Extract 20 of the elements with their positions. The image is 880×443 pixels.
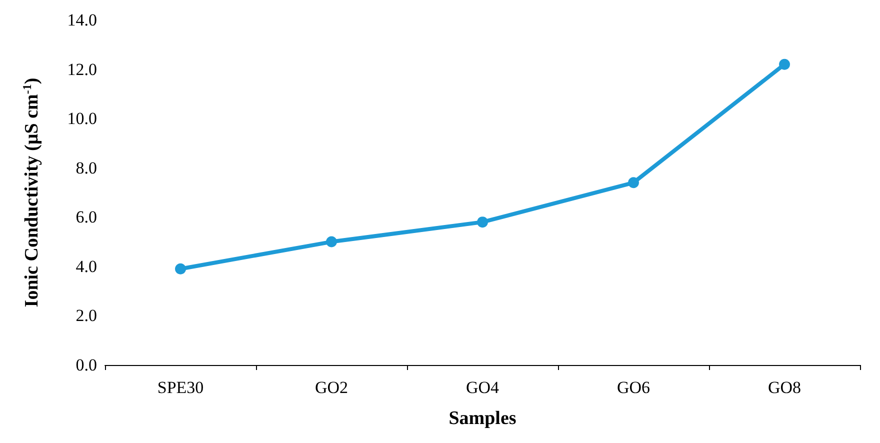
x-tick-label: GO6 [616, 378, 650, 397]
y-tick-label: 12.0 [67, 60, 97, 79]
point [628, 177, 639, 188]
x-tick-label: GO4 [466, 378, 500, 397]
y-tick-label: 6.0 [76, 208, 97, 227]
x-tick-label: GO8 [768, 378, 802, 397]
y-axis-title: Ionic Conductivity (µS cm-1) [20, 78, 42, 308]
point [326, 236, 337, 248]
y-tick-label: 4.0 [76, 256, 97, 276]
y-tick-label: 2.0 [76, 306, 97, 326]
y-tick-label: 0.0 [76, 356, 97, 374]
y-tick-label: 8.0 [76, 158, 97, 178]
x-axis-title: Samples [448, 408, 516, 429]
x-tick-label: GO2 [314, 378, 348, 397]
y-tick-label: 10.0 [67, 109, 97, 128]
y-tick-label: 14.0 [67, 10, 97, 30]
point [779, 58, 790, 70]
point [477, 216, 488, 228]
x-tick-label: SPE30 [157, 378, 204, 397]
point [175, 263, 186, 274]
